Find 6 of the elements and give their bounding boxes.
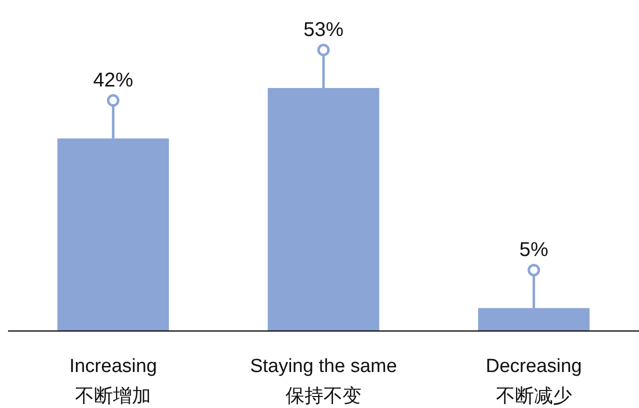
data-label: 42%	[93, 69, 134, 92]
data-label: 5%	[519, 239, 549, 262]
x-tick-label: Increasing 不断增加	[69, 356, 158, 407]
x-tick-label: Staying the same 保持不变	[250, 356, 397, 407]
x-tick-label: Decreasing 不断减少	[486, 356, 582, 407]
data-label: 53%	[303, 19, 344, 41]
